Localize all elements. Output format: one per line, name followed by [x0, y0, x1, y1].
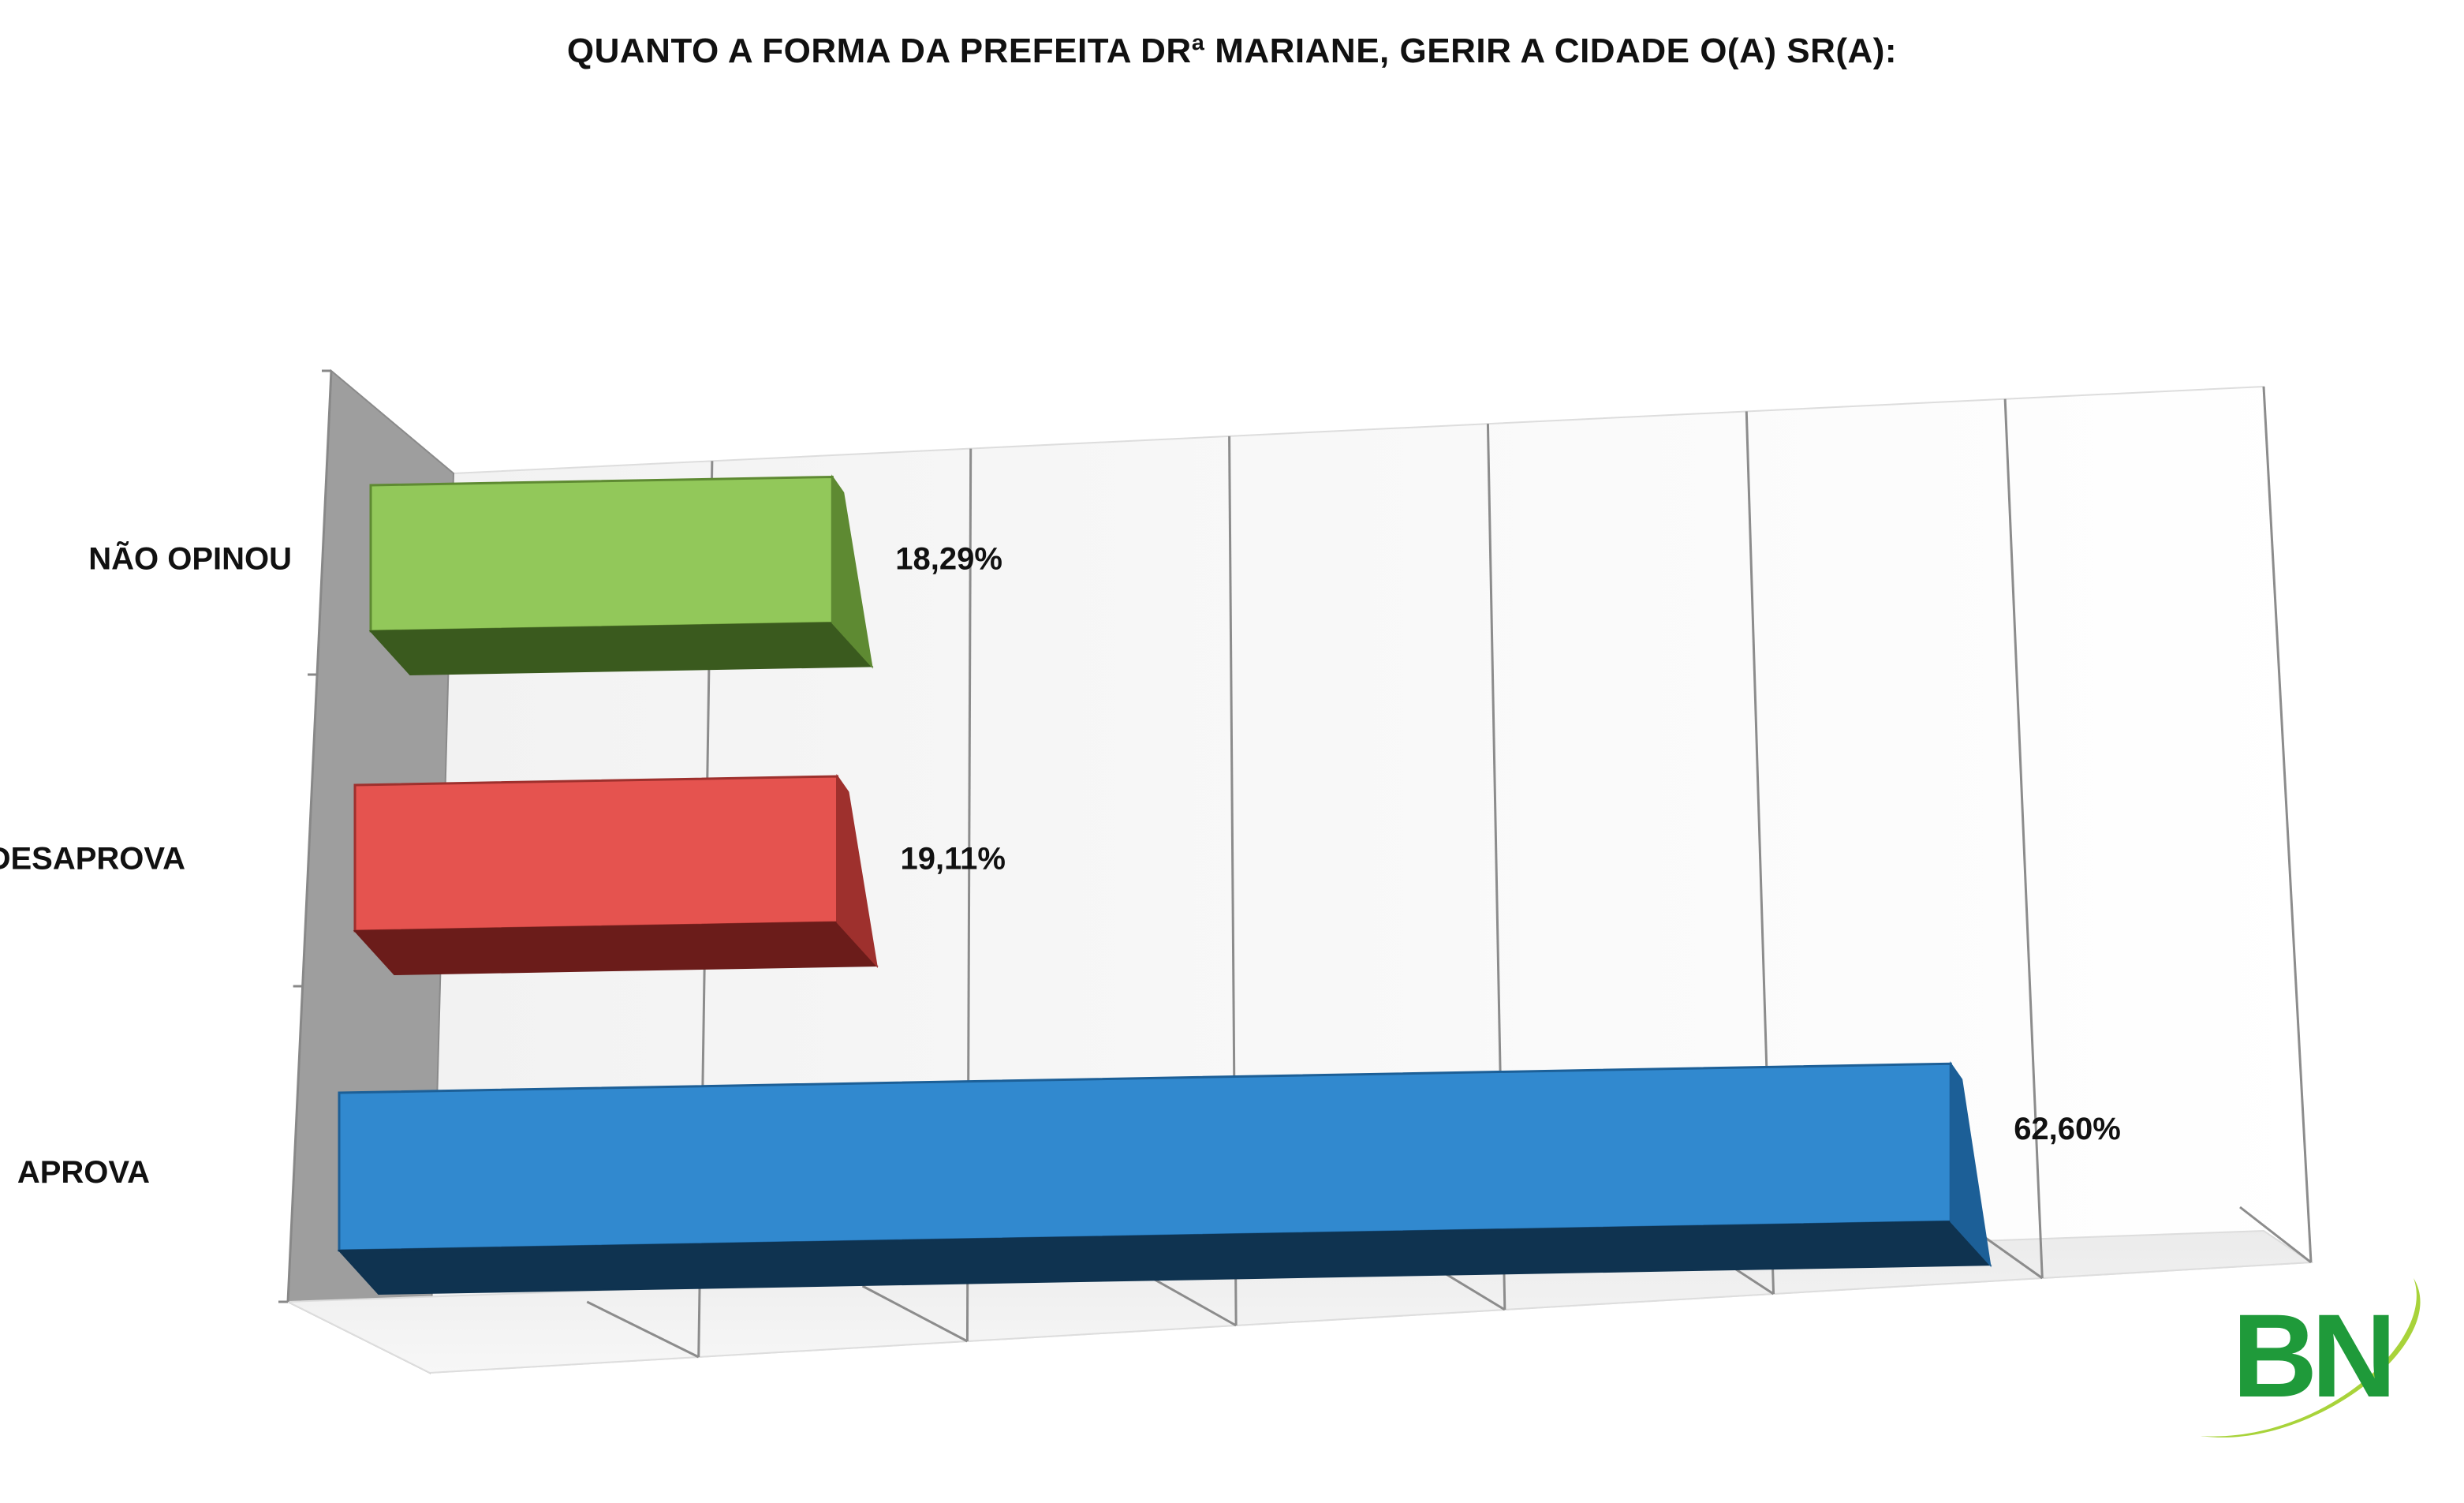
- bar-end-face: [836, 773, 879, 969]
- bar-end-face: [1950, 1061, 1992, 1268]
- bar-front-face: [338, 1062, 1952, 1252]
- floor-gridline: [586, 1300, 700, 1359]
- category-label: DESAPROVA: [0, 842, 185, 877]
- value-label: 19,11%: [901, 842, 1006, 877]
- labels: NÃO OPINOU 18,29% DESAPROVA 19,11% APROVA 62,…: [0, 540, 2121, 1191]
- bar-front-face: [353, 775, 839, 933]
- category-label: APROVA: [17, 1155, 150, 1190]
- chart-title: QUANTO A FORMA DA PREFEITA DRª MARIANE, …: [566, 32, 1898, 70]
- bar-end-face: [831, 474, 873, 669]
- value-label: 62,60%: [2014, 1112, 2121, 1146]
- bar: [368, 474, 874, 676]
- bar-bottom-face: [353, 921, 879, 976]
- category-label: NÃO OPINOU: [88, 540, 292, 577]
- bn-logo: BN: [2201, 1278, 2421, 1438]
- bar: [353, 773, 879, 976]
- y-axis: [286, 370, 333, 1303]
- bar-front-face: [369, 475, 834, 633]
- value-label: 18,29%: [895, 542, 1002, 577]
- bar: [337, 1061, 1992, 1295]
- floor-gridline: [2239, 1206, 2312, 1264]
- logo-text: BN: [2232, 1289, 2391, 1422]
- floor-gridline: [861, 1284, 969, 1343]
- gridline: [2262, 386, 2313, 1263]
- bar-bottom-face: [368, 622, 874, 676]
- gridline: [2003, 398, 2044, 1279]
- bars: [337, 474, 1992, 1295]
